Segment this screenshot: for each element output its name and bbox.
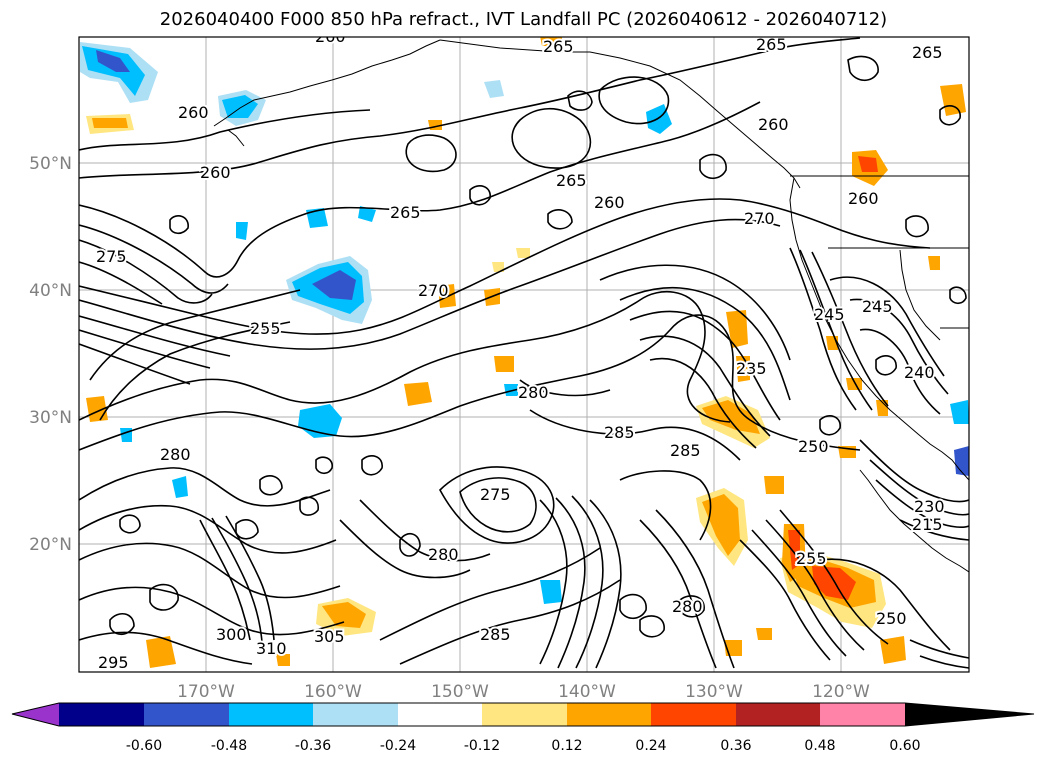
colorbar-tick: -0.48 [211,738,247,754]
colorbar-swatch [398,703,482,726]
colorbar-swatch [482,703,567,726]
refractivity-contours [79,37,969,669]
colorbar-tick: 0.36 [720,738,751,754]
lon-label-120w: 120°W [812,682,870,702]
colorbar-swatch [59,703,144,726]
contour-label: 280 [428,545,459,564]
contour-label: 305 [314,627,345,646]
contour-label: 215 [912,515,943,534]
contour-label: 275 [96,247,127,266]
colorbar-extend-max [905,703,1034,726]
lon-label-130w: 130°W [685,682,743,702]
contour-label: 275 [480,485,511,504]
negative-ivt-shading [80,42,969,604]
colorbar-swatch [820,703,905,726]
lon-label-160w: 160°W [304,682,362,702]
contour-label: 265 [543,37,574,56]
map-frame [78,36,970,673]
latitude-labels: 50°N 40°N 30°N 20°N [29,154,72,555]
contour-label: 260 [200,163,231,182]
contour-label: 235 [736,359,767,378]
colorbar-swatch [567,703,651,726]
colorbar-tick: 0.48 [804,738,835,754]
contour-label: 300 [216,625,247,644]
contour-label: 260 [315,27,346,46]
colorbar-tick: 0.12 [551,738,582,754]
contour-label: 285 [670,441,701,460]
contour-label: 255 [796,549,827,568]
contour-label: 260 [594,193,625,212]
colorbar-tick: -0.60 [126,738,162,754]
lon-label-170w: 170°W [177,682,235,702]
contour-label: 265 [912,43,943,62]
colorbar-extend-min [12,703,59,726]
lat-label-30n: 30°N [29,408,72,428]
longitude-labels: 170°W 160°W 150°W 140°W 130°W 120°W [177,682,870,702]
lat-label-50n: 50°N [29,154,72,174]
lat-label-40n: 40°N [29,281,72,301]
contour-label: 285 [604,423,635,442]
lon-label-150w: 150°W [431,682,489,702]
contour-label: 250 [876,609,907,628]
lon-label-140w: 140°W [558,682,616,702]
contour-label: 265 [556,171,587,190]
colorbar-outline [11,702,1035,727]
contour-label: 260 [178,103,209,122]
contour-label: 265 [756,35,787,54]
graticule [79,37,969,672]
lat-label-20n: 20°N [29,535,72,555]
contour-label: 245 [862,297,893,316]
contour-label: 250 [798,437,829,456]
contour-label: 240 [904,363,935,382]
contour-label: 260 [848,189,879,208]
contour-label: 285 [480,625,511,644]
contour-label: 280 [160,445,191,464]
contour-label: 310 [256,639,287,658]
contour-labels: 260 265 260 265 260 265 260 265 260 270 … [94,27,947,672]
contour-label: 280 [518,383,549,402]
colorbar-swatch [144,703,229,726]
contour-label: 265 [390,203,421,222]
contour-label: 280 [672,597,703,616]
colorbar-tick: 0.60 [889,738,920,754]
contour-label: 270 [418,281,449,300]
colorbar-tick: -0.24 [380,738,416,754]
colorbar-tick: 0.24 [635,738,666,754]
colorbar-swatch [313,703,398,726]
colorbar-swatch [651,703,736,726]
colorbar: -0.60 -0.48 -0.36 -0.24 -0.12 0.12 0.24 … [11,702,1035,754]
contour-label: 230 [914,497,945,516]
contour-label: 295 [98,653,129,672]
colorbar-tick: -0.12 [464,738,500,754]
coastlines [213,39,969,573]
colorbar-swatch [229,703,313,726]
contour-label: 270 [744,209,775,228]
contour-label: 245 [814,305,845,324]
map-title: 2026040400 F000 850 hPa refract., IVT La… [159,9,888,30]
colorbar-tick: -0.36 [295,738,331,754]
positive-ivt-shading [86,37,966,668]
contour-label: 260 [758,115,789,134]
contour-label: 255 [250,319,281,338]
colorbar-swatch [736,703,820,726]
